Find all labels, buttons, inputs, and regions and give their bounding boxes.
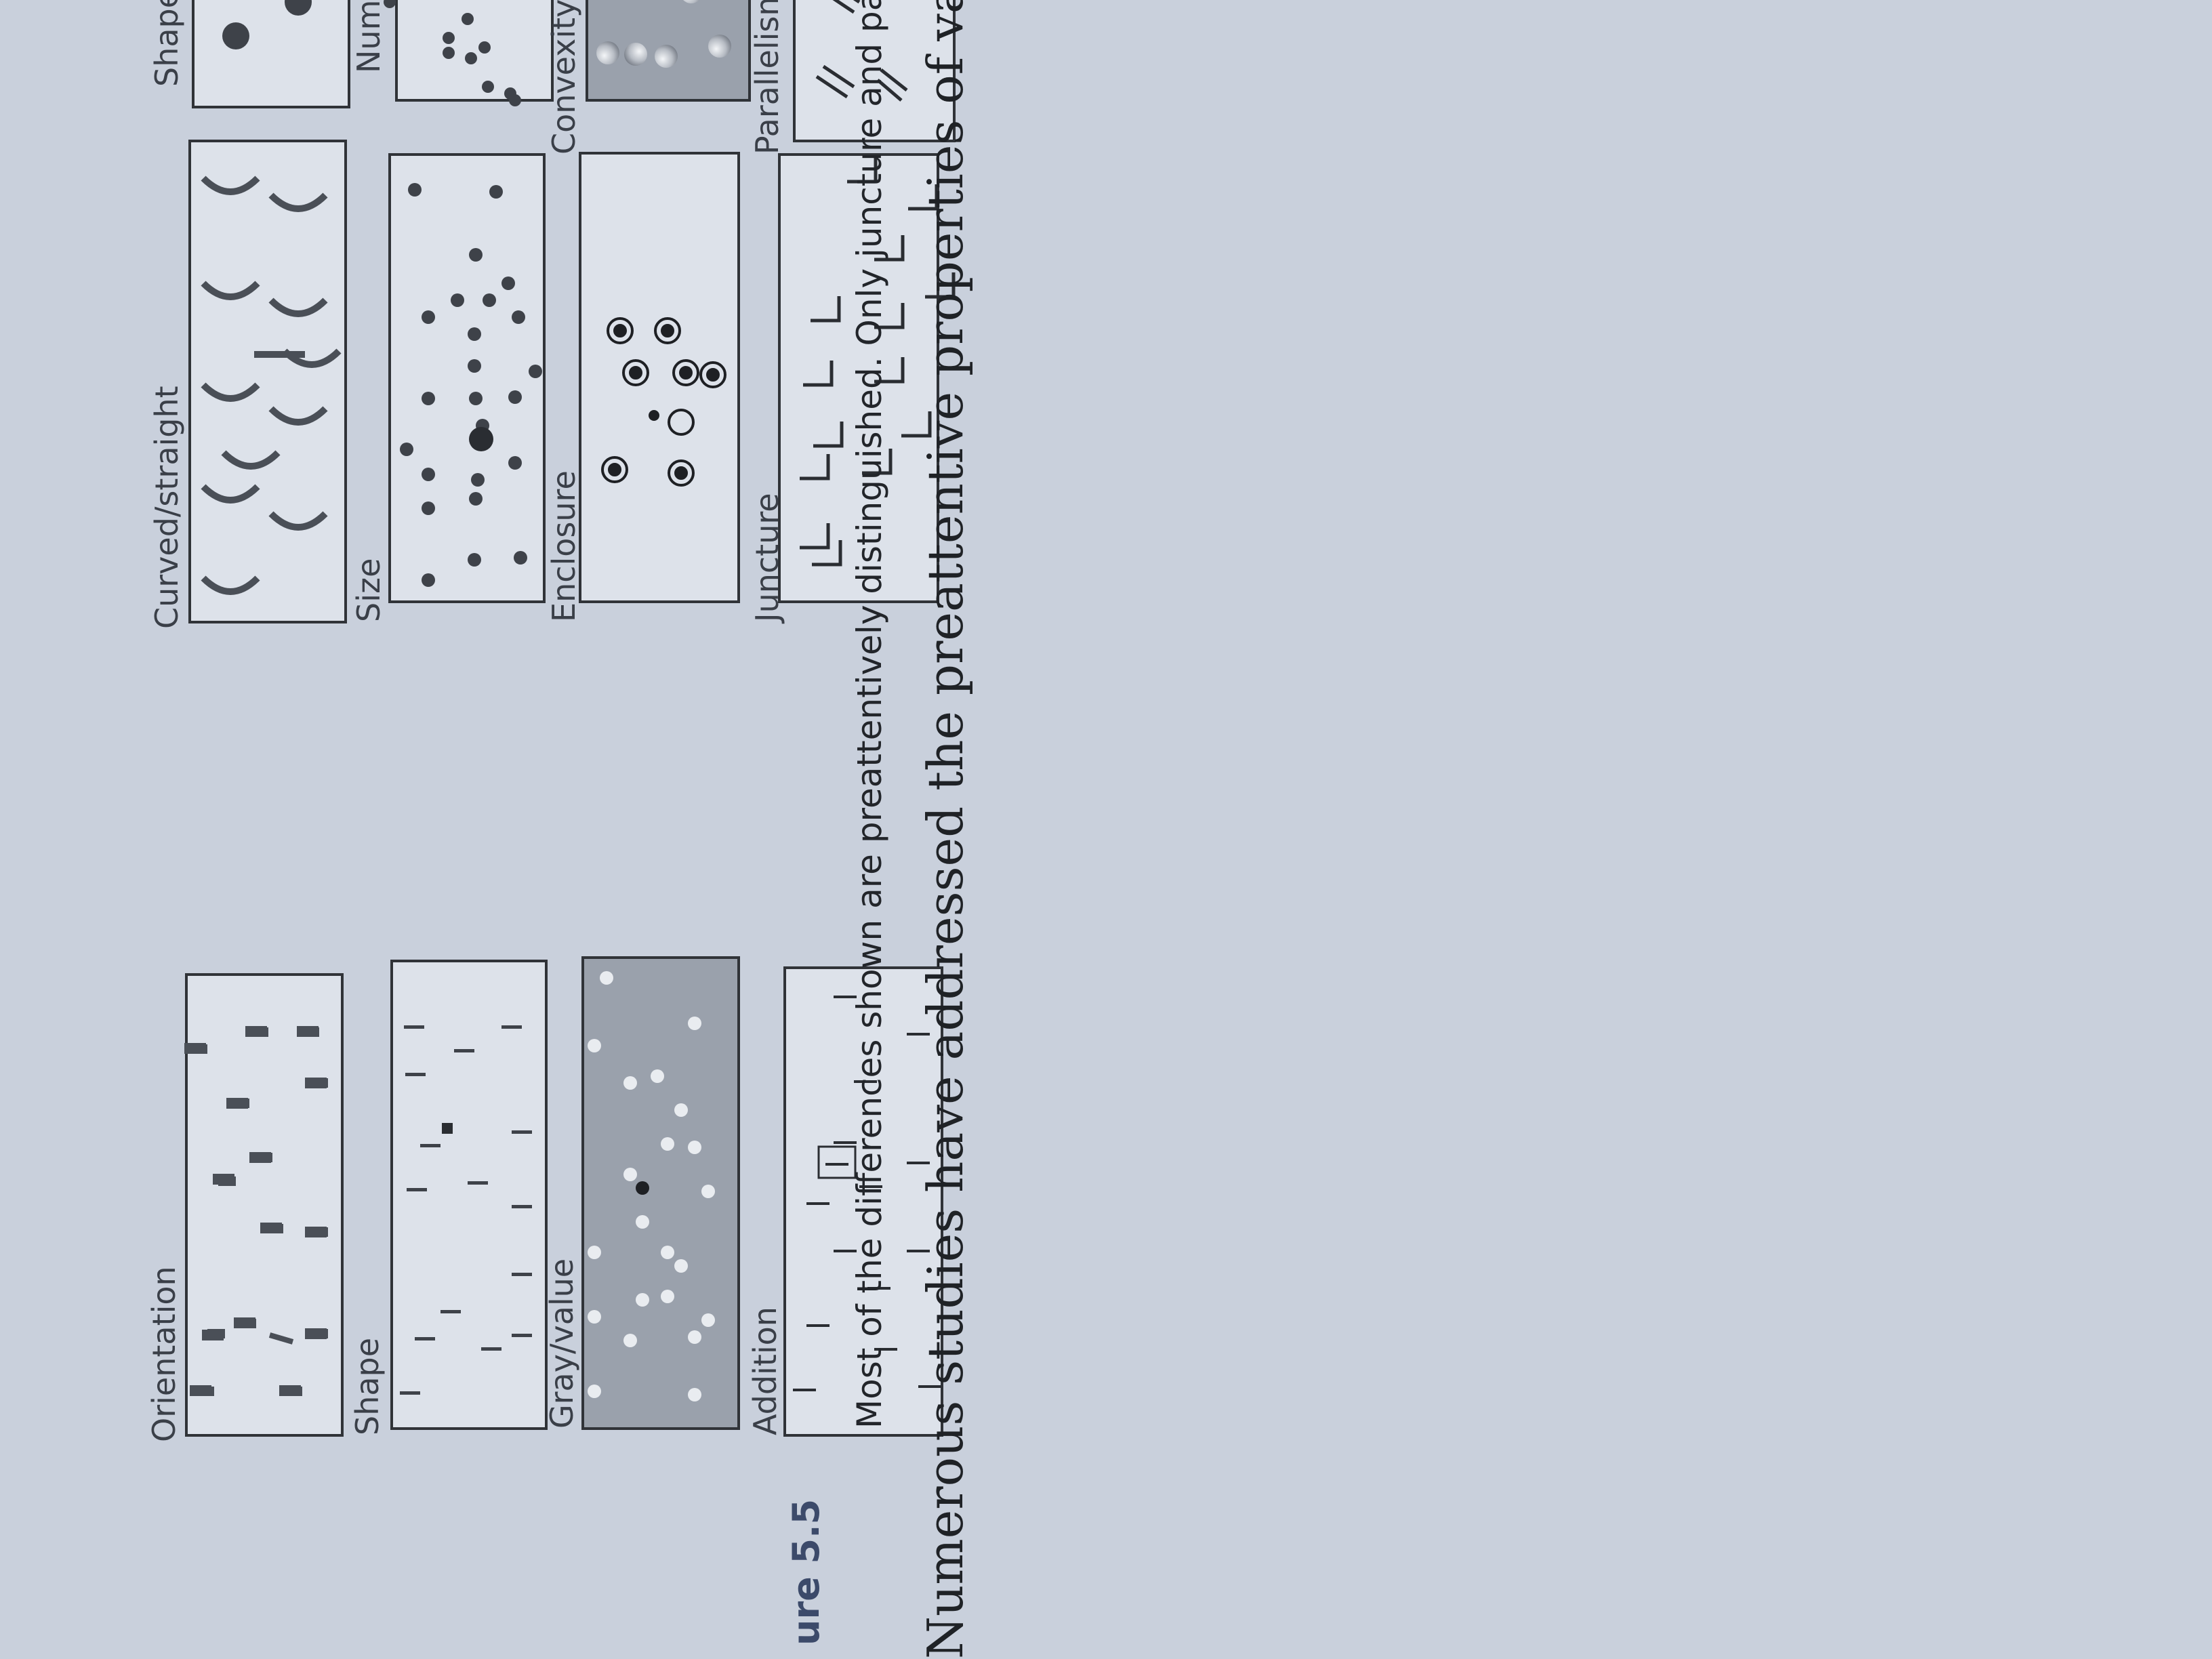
concave-target — [624, 43, 647, 66]
panel-label-shape-square: Shape — [349, 1338, 386, 1435]
panel-convexity — [586, 0, 751, 102]
size-target — [469, 427, 493, 451]
panel-curved-straight — [188, 140, 347, 623]
panel-label-orientation: Orientation — [146, 1266, 182, 1442]
gray-target — [636, 1181, 649, 1195]
addition-dashes — [793, 996, 941, 1391]
number-dots — [384, 0, 521, 106]
enclosure-free-dot — [649, 410, 659, 421]
panel-label-gray-value: Gray/value — [544, 1258, 580, 1429]
juncture-shapes — [800, 157, 956, 567]
panel-label-size: Size — [350, 558, 387, 622]
shape-dashes — [400, 1025, 532, 1395]
panel-number — [384, 0, 554, 106]
panel-enclosure — [579, 152, 740, 603]
panel-gray-value — [581, 956, 740, 1430]
gray-light-dots — [588, 971, 715, 1401]
body-text-partial: Numerous studies have addressed the prea… — [917, 0, 974, 1659]
panel-addition — [783, 966, 943, 1437]
panel-shape-square — [390, 960, 548, 1430]
panel-shape-ellipse — [192, 0, 350, 108]
addition-target-dash — [825, 1163, 848, 1166]
panel-label-curved-straight: Curved/straight — [148, 386, 185, 629]
figure-caption: Most of the differences shown are preatt… — [850, 0, 889, 1429]
addition-box — [817, 1145, 857, 1179]
enclosure-empty-ring — [668, 409, 695, 436]
convexity-spheres — [596, 0, 731, 68]
enclosure-rings — [601, 317, 726, 487]
figure-number: ure 5.5 — [785, 1499, 827, 1645]
panel-label-enclosure: Enclosure — [546, 470, 582, 622]
panel-label-convexity: Convexity/concavity — [546, 0, 582, 155]
panel-orientation — [184, 973, 344, 1437]
panel-label-shape-ellipse: Shape — [148, 0, 185, 87]
orientation-dashes — [184, 1026, 327, 1396]
panel-label-parallelism: Parallelism — [749, 0, 785, 155]
parallel-pairs — [815, 0, 908, 102]
rotated-page: Orientation Curved/straight Shape — [146, 0, 974, 1659]
panel-juncture — [778, 153, 956, 603]
panel-parallelism — [793, 0, 956, 142]
panel-label-addition: Addition — [747, 1307, 783, 1435]
shape-circles — [222, 0, 312, 49]
panel-label-number: Number — [350, 0, 387, 73]
panel-size — [388, 153, 546, 603]
shape-square-target — [442, 1123, 453, 1134]
